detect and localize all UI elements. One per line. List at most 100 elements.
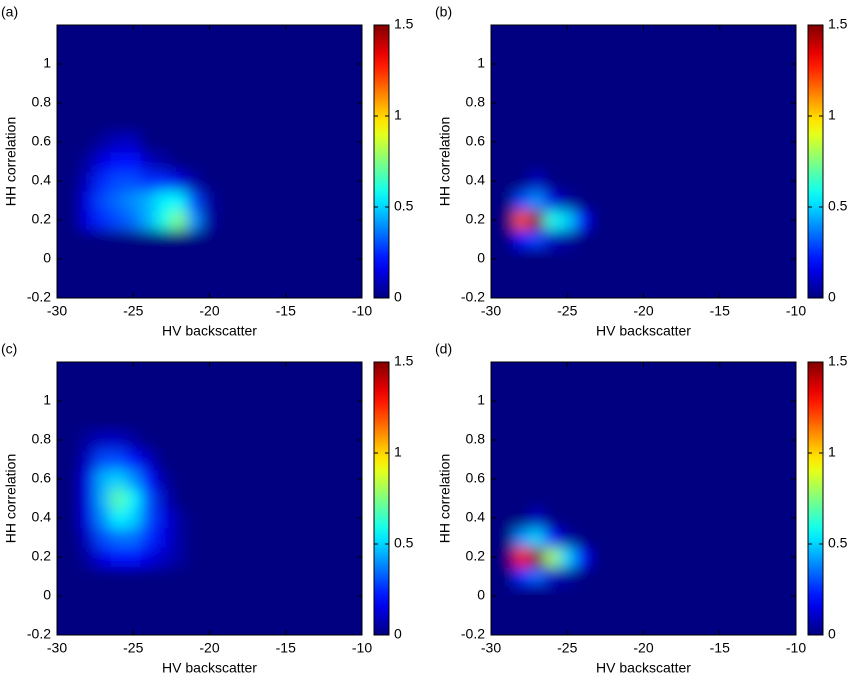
- panel-label: (a): [1, 4, 18, 20]
- density-cell: [590, 190, 606, 211]
- density-cell: [110, 508, 127, 529]
- density-cell: [156, 430, 172, 451]
- density-cell: [125, 508, 142, 529]
- density-cell: [110, 210, 127, 231]
- density-cell: [64, 171, 81, 192]
- density-cell: [79, 488, 96, 509]
- x-tick-label: -30: [47, 303, 67, 319]
- x-tick-label: -15: [276, 303, 296, 319]
- y-tick-label: 0.8: [466, 431, 486, 447]
- density-cell: [95, 229, 111, 250]
- x-tick-label: -20: [199, 640, 219, 656]
- density-cell: [64, 190, 81, 211]
- x-tick-label: -30: [481, 303, 501, 319]
- density-cell: [95, 210, 111, 231]
- density-cell: [605, 430, 622, 451]
- density-cell: [574, 449, 591, 470]
- density-cell: [513, 132, 530, 153]
- density-cell: [590, 527, 606, 548]
- density-cell: [186, 508, 203, 529]
- density-cell: [125, 488, 142, 509]
- colorbar-tick-label: 0: [828, 289, 836, 305]
- density-cell: [57, 449, 66, 470]
- density-cell: [498, 229, 515, 250]
- density-cell: [620, 547, 637, 568]
- density-cell: [79, 151, 96, 172]
- density-cell: [156, 171, 172, 192]
- density-field: [491, 25, 796, 298]
- density-cell: [544, 210, 561, 231]
- density-cell: [620, 190, 637, 211]
- density-cell: [544, 171, 561, 192]
- density-cell: [64, 488, 81, 509]
- density-cell: [201, 488, 218, 509]
- density-cell: [140, 132, 157, 153]
- density-cell: [171, 469, 188, 490]
- density-cell: [559, 93, 576, 114]
- density-cell: [140, 171, 157, 192]
- density-cell: [140, 488, 157, 509]
- density-cell: [140, 151, 157, 172]
- density-cell: [64, 547, 81, 568]
- density-cell: [491, 112, 500, 133]
- density-cell: [605, 488, 622, 509]
- density-cell: [95, 527, 111, 548]
- density-cell: [590, 93, 606, 114]
- density-cell: [529, 547, 545, 568]
- density-cell: [590, 508, 606, 529]
- density-cell: [125, 210, 142, 231]
- density-cell: [574, 488, 591, 509]
- density-cell: [635, 488, 652, 509]
- density-cell: [513, 566, 530, 587]
- x-tick-label: -10: [352, 640, 372, 656]
- density-cell: [201, 190, 218, 211]
- density-cell: [140, 229, 157, 250]
- density-cell: [574, 151, 591, 172]
- density-cell: [64, 469, 81, 490]
- density-cell: [529, 112, 545, 133]
- density-cell: [620, 93, 637, 114]
- density-cell: [57, 527, 66, 548]
- x-axis-label: HV backscatter: [162, 323, 257, 339]
- density-cell: [156, 210, 172, 231]
- density-cell: [544, 112, 561, 133]
- density-cell: [605, 547, 622, 568]
- y-tick-label: 0.4: [466, 172, 486, 188]
- density-cell: [498, 93, 515, 114]
- density-cells: [57, 430, 218, 587]
- density-field: [57, 25, 362, 298]
- x-tick-label: -15: [710, 640, 730, 656]
- x-tick-label: -10: [786, 640, 806, 656]
- density-cell: [590, 488, 606, 509]
- density-cell: [491, 488, 500, 509]
- density-cell: [64, 132, 81, 153]
- density-cell: [171, 210, 188, 231]
- y-tick-label: 0.8: [32, 94, 52, 110]
- density-cell: [156, 151, 172, 172]
- density-cell: [186, 488, 203, 509]
- density-cell: [57, 112, 66, 133]
- density-cell: [513, 430, 530, 451]
- colorbar: [373, 24, 390, 299]
- density-cell: [95, 566, 111, 587]
- density-cell: [156, 527, 172, 548]
- density-cell: [559, 508, 576, 529]
- density-cell: [605, 151, 622, 172]
- density-cell: [529, 566, 545, 587]
- density-cell: [156, 112, 172, 133]
- density-cell: [559, 190, 576, 211]
- density-cell: [513, 229, 530, 250]
- density-cell: [79, 430, 96, 451]
- density-cell: [590, 210, 606, 231]
- density-cell: [513, 151, 530, 172]
- density-cell: [171, 488, 188, 509]
- x-tick-label: -25: [557, 640, 577, 656]
- density-cell: [110, 151, 127, 172]
- y-tick-label: 0.6: [466, 133, 486, 149]
- density-cell: [186, 190, 203, 211]
- colorbar: [807, 361, 824, 636]
- density-cell: [140, 112, 157, 133]
- density-cell: [574, 566, 591, 587]
- density-cell: [171, 566, 188, 587]
- density-cell: [620, 171, 637, 192]
